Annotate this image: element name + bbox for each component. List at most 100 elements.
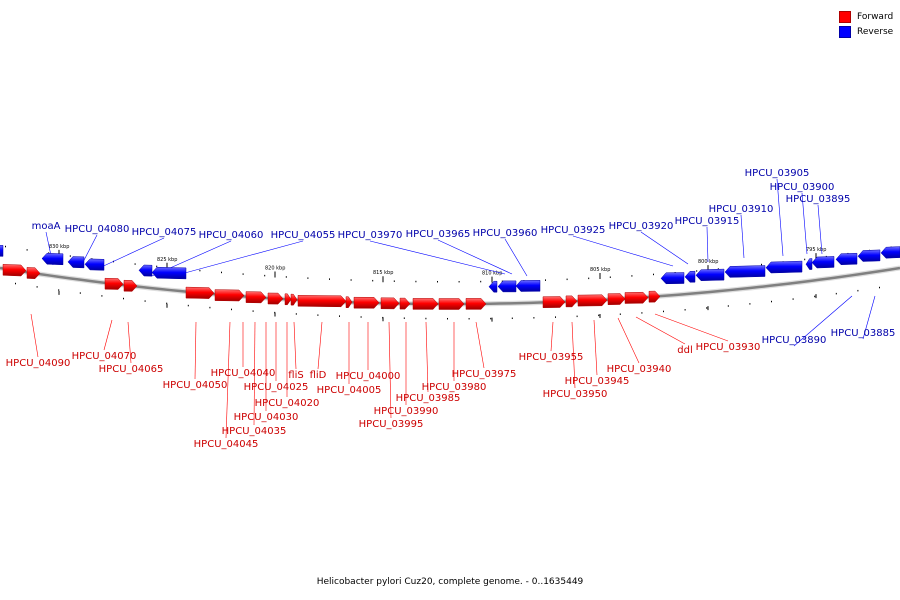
forward-gene-label: HPCU_04025 [244,382,309,393]
scale-minor-dot [26,249,28,251]
forward-leader-line [317,321,323,370]
reverse-gene-label: HPCU_04055 [271,230,336,241]
scale-minor-dot [360,316,362,318]
legend-reverse-label: Reverse [857,26,894,37]
scale-minor-dot [252,310,254,312]
forward-leader-line [425,321,429,393]
legend: Forward Reverse [839,9,893,39]
scale-minor-dot [696,270,698,272]
scale-minor-dot [274,311,276,314]
scale-minor-dot [187,304,189,307]
forward-gene-label: fliS [288,370,303,381]
gene-labels: moaA HPCU_04080 HPCU_04075 HPCU_04060 HPCU_0… [6,168,896,450]
scale-minor-dot [5,245,6,248]
forward-gene-label: HPCU_04090 [6,358,71,369]
forward-gene-label: HPCU_03955 [519,352,584,363]
legend-reverse: Reverse [839,24,893,39]
scale-minor-dot [101,295,103,297]
forward-gene-label: HPCU_03995 [359,419,424,430]
forward-leader-line [103,319,113,351]
scale-minor-dot [555,316,556,318]
reverse-gene-label: HPCU_03890 [762,335,827,346]
forward-gene-label: HPCU_04000 [336,371,401,382]
scale-minor-dot [641,312,643,314]
scale-minor-dot [749,303,751,305]
scale-minor-dot [199,269,201,272]
forward-gene-label: HPCU_03975 [452,369,517,380]
legend-forward-label: Forward [857,11,894,22]
forward-gene-arrow [542,296,566,308]
reverse-gene-label: HPCU_03925 [541,225,606,236]
reverse-gene-label: HPCU_03960 [473,228,538,239]
scale-minor-dot [393,280,395,282]
scale-minor-dot [425,317,427,320]
scale-minor-dot [480,280,482,283]
reverse-gene-label: HPCU_04060 [199,230,264,241]
forward-gene-label: HPCU_04035 [222,426,287,437]
forward-gene-label: HPCU_04045 [194,439,259,450]
forward-gene-arrow [284,293,292,306]
scale-minor-dot [285,276,287,278]
reverse-gene-arrow [805,258,813,270]
reverse-leader-line [369,240,506,275]
reverse-gene-arrow [151,266,187,280]
reverse-gene-arrow [724,265,766,278]
reverse-gene-label: HPCU_03885 [831,328,896,339]
forward-gene-arrow [123,279,138,292]
forward-gene-arrow [26,267,41,279]
reverse-gene-arrow [41,252,64,266]
forward-leader-line [550,321,554,352]
scale-minor-dot [879,286,880,289]
scale-minor-dot [317,314,319,316]
scale-minor-dot [123,297,124,300]
reverse-gene-label: HPCU_03905 [745,168,810,179]
forward-gene-arrow [2,264,27,277]
forward-gene-label: HPCU_03990 [374,406,439,417]
reverse-gene-arrow [835,252,858,265]
scale-tick-label: 800 kbp [698,259,718,265]
scale-minor-dot [339,315,340,317]
scale-minor-dot [501,280,503,283]
scale-minor-dot [36,286,38,288]
forward-gene-label: HPCU_03985 [396,393,461,404]
forward-gene-label: HPCU_04020 [255,398,320,409]
scale-minor-dot [804,258,806,261]
scale-minor-dot [511,317,513,320]
reverse-leader-line [572,235,674,267]
scale-minor-dot [69,255,71,257]
scale-minor-dot [415,280,417,283]
forward-gene-arrow [345,296,353,308]
forward-gene-arrow [399,297,411,310]
forward-gene-label: HPCU_03980 [422,382,487,393]
forward-gene-label: HPCU_04005 [317,385,382,396]
reverse-leader-line [801,192,808,255]
scale-tick-label: 805 kbp [590,267,610,273]
forward-leader-line [253,321,256,426]
scale-minor-dot [761,263,762,266]
reverse-gene-arrow [857,249,881,262]
scale-minor-dot [533,317,535,319]
forward-gene-label: HPCU_03930 [696,342,761,353]
forward-gene-arrow [245,291,267,304]
reverse-gene-label: HPCU_03965 [406,229,471,240]
reverse-gene-label: HPCU_03900 [770,182,835,193]
scale-minor-dot [382,316,384,319]
forward-leader-line [293,321,297,370]
reverse-gene-label: HPCU_03920 [609,221,674,232]
label-leader-lines [30,178,876,439]
scale-minor-dot [653,273,654,276]
scale-minor-dot [684,309,686,311]
scale-minor-dot [545,279,546,281]
reverse-gene-label: HPCU_03910 [709,204,774,215]
scale-minor-dot [609,276,611,278]
forward-leader-line [654,313,729,342]
scale-minor-dot [490,317,492,320]
reverse-leader-line [640,231,689,265]
forward-leader-line [571,321,576,389]
scale-minor-dot [458,280,460,283]
scale-minor-dot [663,310,664,313]
forward-leader-line [127,321,132,364]
forward-gene-label: HPCU_03945 [565,376,630,387]
reverse-gene-label: HPCU_04080 [65,224,130,235]
scale-minor-dot [771,300,772,303]
